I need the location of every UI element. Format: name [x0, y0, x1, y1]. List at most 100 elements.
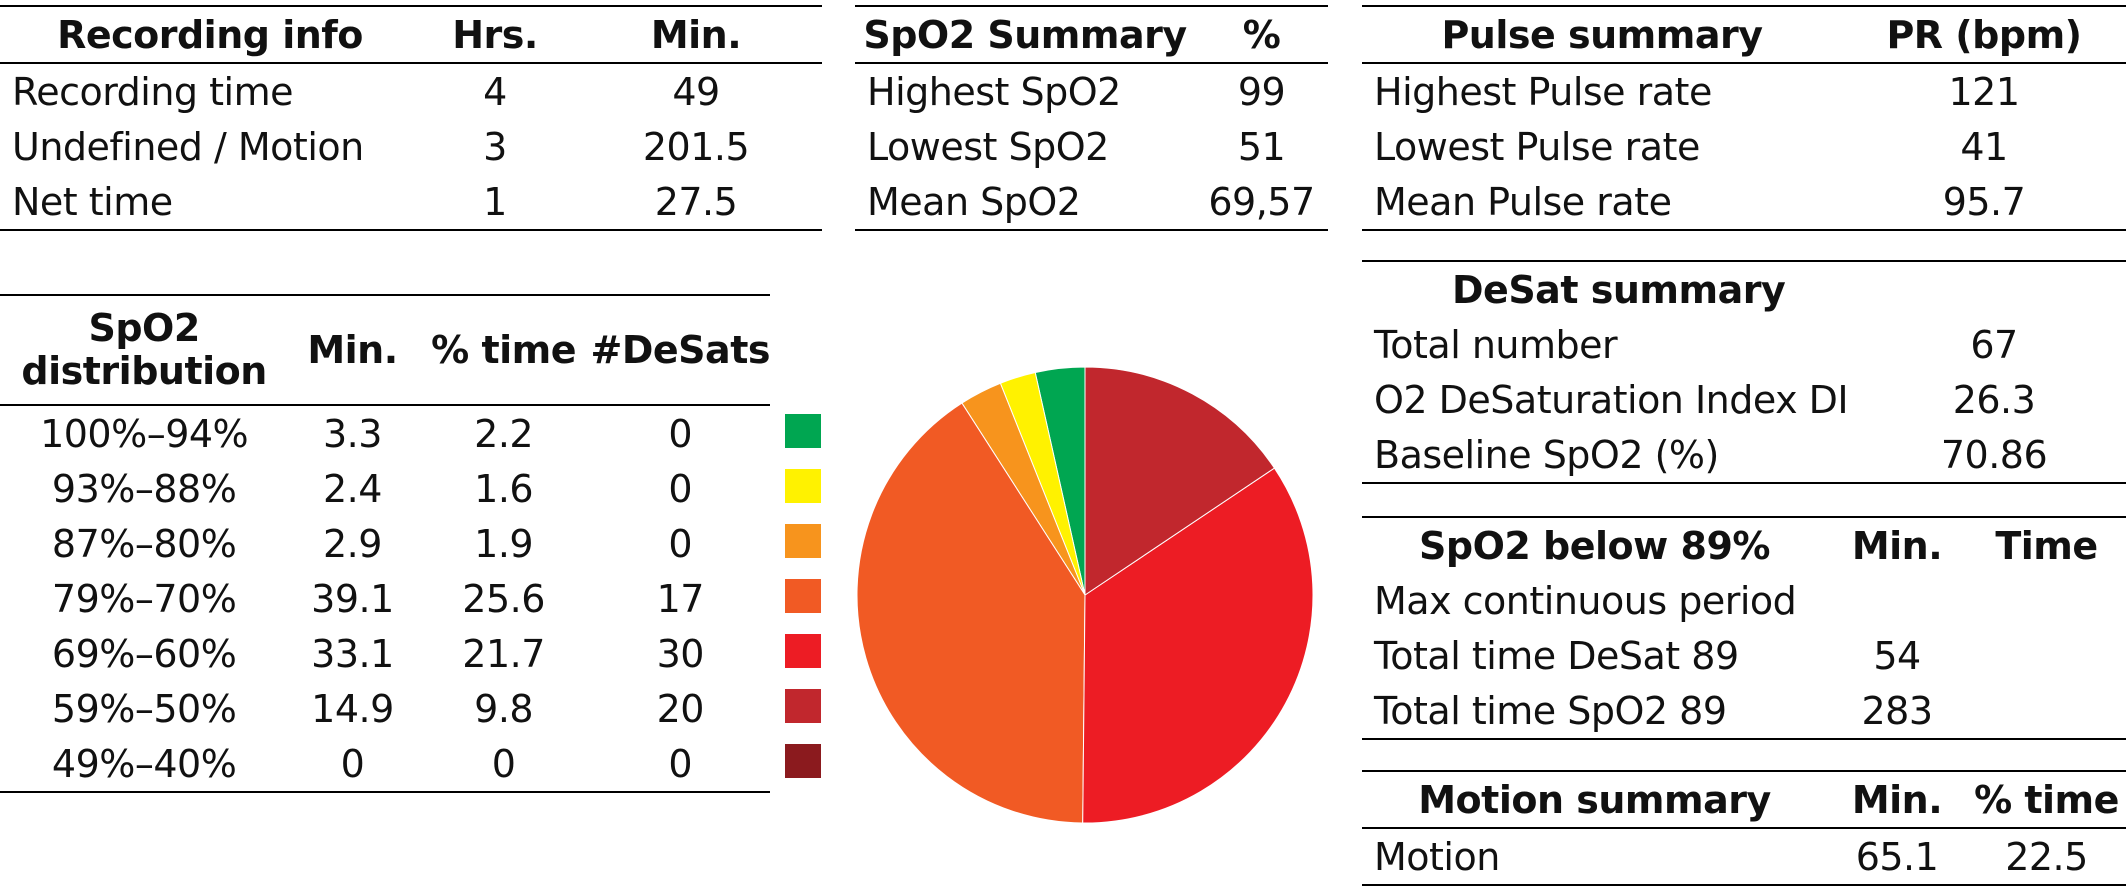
row-desats: 17 — [656, 576, 705, 621]
row-value: 51 — [1237, 124, 1286, 169]
row-label: Mean Pulse rate — [1362, 174, 1842, 231]
table-row: Mean SpO2 69,57 — [855, 174, 1328, 231]
pie-slice-69-60 — [1082, 467, 1314, 824]
distribution-header-line2: distribution — [21, 349, 267, 393]
spo2-summary-table: SpO2 Summary % Highest SpO2 99 Lowest Sp… — [855, 5, 1328, 231]
row-minutes — [1827, 573, 1967, 628]
row-label: Undefined / Motion — [12, 124, 364, 169]
spo2-summary-header: SpO2 Summary — [855, 5, 1195, 64]
pie-slice-59-50 — [1084, 366, 1276, 596]
recording-info-header: Recording info — [0, 5, 420, 64]
row-minutes: 14.9 — [311, 686, 394, 731]
row-minutes: 3.3 — [323, 411, 382, 456]
row-value: 121 — [1948, 69, 2020, 114]
row-minutes: 65.1 — [1827, 828, 1967, 886]
row-value: 41 — [1960, 124, 2008, 169]
row-label: Lowest SpO2 — [867, 124, 1109, 169]
table-row: Motion 65.1 22.5 — [1362, 828, 2126, 886]
range-label: 79%–70% — [51, 576, 237, 621]
legend-swatch-yellow — [785, 469, 821, 503]
row-hours: 3 — [483, 124, 507, 169]
table-row: Highest SpO2 99 — [855, 63, 1328, 119]
table-row: 87%–80% 2.9 1.9 0 — [0, 516, 770, 571]
percent-header: % — [1195, 5, 1328, 64]
row-minutes: 2.4 — [323, 466, 382, 511]
row-desats: 30 — [656, 631, 705, 676]
row-percent-time: 22.5 — [1967, 828, 2126, 886]
row-time — [1967, 683, 2126, 740]
range-label: 69%–60% — [51, 631, 237, 676]
pulse-summary-header: Pulse summary — [1362, 5, 1842, 64]
hours-header: Hrs. — [420, 5, 570, 64]
table-row: Lowest SpO2 51 — [855, 119, 1328, 174]
percent-time-header: % time — [1967, 770, 2126, 829]
row-value: 67 — [1970, 322, 2018, 367]
table-row: Lowest Pulse rate 41 — [1362, 119, 2126, 174]
spo2-below-89-header: SpO2 below 89% — [1362, 516, 1827, 573]
table-row: 79%–70% 39.1 25.6 17 — [0, 571, 770, 626]
row-minutes: 0 — [288, 736, 417, 793]
range-label: 59%–50% — [51, 686, 237, 731]
row-minutes: 39.1 — [311, 576, 394, 621]
row-minutes: 49 — [672, 69, 720, 114]
pulse-rate-header: PR (bpm) — [1842, 5, 2126, 64]
spo2-below-89-table: SpO2 below 89% Min. Time Max continuous … — [1362, 516, 2126, 740]
pulse-summary-table: Pulse summary PR (bpm) Highest Pulse rat… — [1362, 5, 2126, 231]
row-percent-time: 1.6 — [474, 466, 534, 511]
row-label: Highest Pulse rate — [1374, 69, 1712, 114]
minutes-header: Min. — [288, 294, 417, 406]
row-minutes: 2.9 — [323, 521, 382, 566]
row-value: 69,57 — [1195, 174, 1328, 231]
row-time — [1967, 573, 2126, 628]
table-row: 59%–50% 14.9 9.8 20 — [0, 681, 770, 736]
minutes-header: Min. — [570, 5, 822, 64]
range-label: 100%–94% — [40, 411, 249, 456]
table-row: Total time DeSat 89 54 — [1362, 628, 2126, 683]
legend-swatch-red — [785, 634, 821, 668]
legend-swatch-orange — [785, 579, 821, 613]
row-label: Total number — [1374, 322, 1618, 367]
row-percent-time: 21.7 — [462, 631, 545, 676]
legend-swatch-light-orange — [785, 524, 821, 558]
row-desats: 0 — [668, 466, 693, 511]
row-value: 26.3 — [1952, 377, 2036, 422]
table-row: Total number 67 — [1362, 317, 2126, 372]
row-percent-time: 1.9 — [474, 521, 534, 566]
row-label: Total time DeSat 89 — [1374, 633, 1739, 678]
motion-summary-header: Motion summary — [1362, 770, 1827, 829]
row-desats: 0 — [668, 521, 693, 566]
desat-summary-header: DeSat summary — [1362, 260, 2126, 317]
row-value: 99 — [1237, 69, 1286, 114]
table-row: 69%–60% 33.1 21.7 30 — [0, 626, 770, 681]
row-desats: 20 — [656, 686, 705, 731]
row-label: Mean SpO2 — [855, 174, 1195, 231]
legend-swatch-green — [785, 414, 821, 448]
distribution-header: SpO2 distribution — [0, 294, 289, 406]
percent-time-header: % time — [416, 294, 591, 406]
motion-summary-table: Motion summary Min. % time Motion 65.1 2… — [1362, 770, 2126, 886]
table-row: O2 DeSaturation Index DI 26.3 — [1362, 372, 2126, 427]
table-row: Mean Pulse rate 95.7 — [1362, 174, 2126, 231]
row-label: Highest SpO2 — [867, 69, 1121, 114]
table-row: Undefined / Motion 3 201.5 — [0, 119, 822, 174]
row-minutes: 33.1 — [311, 631, 394, 676]
minutes-header: Min. — [1827, 516, 1967, 573]
time-header: Time — [1967, 516, 2126, 573]
spo2-distribution-pie-chart — [856, 366, 1314, 824]
row-minutes: 201.5 — [642, 124, 750, 169]
row-percent-time: 0 — [416, 736, 591, 793]
table-row: Net time 1 27.5 — [0, 174, 822, 231]
minutes-header: Min. — [1827, 770, 1967, 829]
row-time — [1967, 628, 2126, 683]
row-label: Max continuous period — [1374, 578, 1797, 623]
table-row: Recording time 4 49 — [0, 63, 822, 119]
row-hours: 4 — [483, 69, 507, 114]
row-label: Motion — [1362, 828, 1827, 886]
table-row: Max continuous period — [1362, 573, 2126, 628]
row-percent-time: 25.6 — [462, 576, 545, 621]
row-label: Baseline SpO2 (%) — [1362, 427, 1862, 484]
table-row: 100%–94% 3.3 2.2 0 — [0, 405, 770, 461]
table-row: Total time SpO2 89 283 — [1362, 683, 2126, 740]
row-value: 70.86 — [1862, 427, 2126, 484]
row-desats: 0 — [590, 736, 770, 793]
